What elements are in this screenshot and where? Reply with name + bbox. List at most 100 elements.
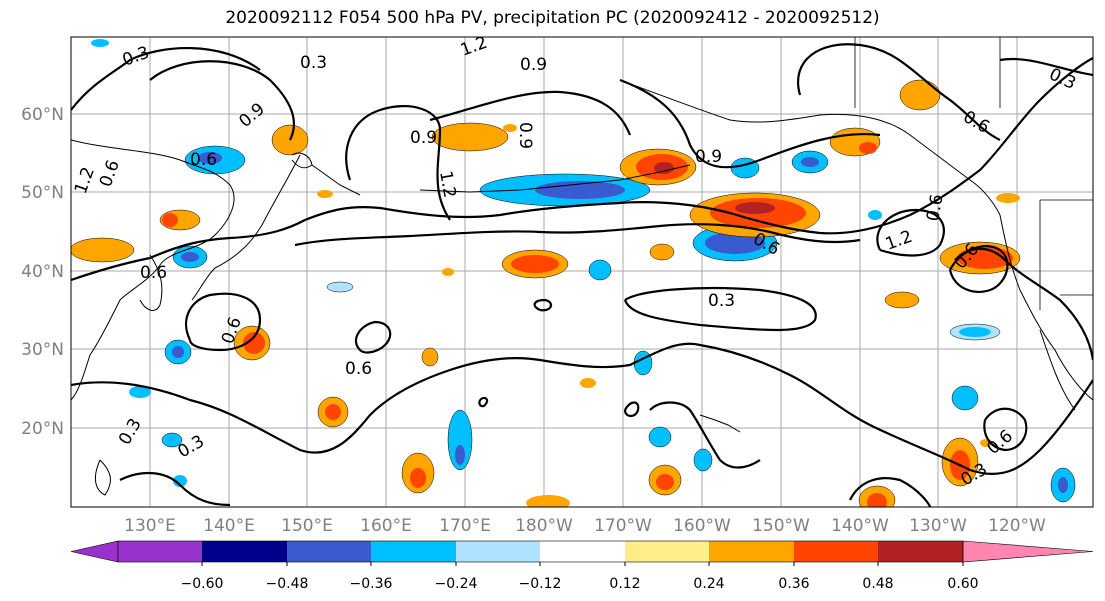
colorbar-tick-label: −0.48 <box>266 576 309 592</box>
colorbar-tick-label: −0.12 <box>519 576 562 592</box>
precip-blob <box>431 122 509 152</box>
contour-label: 0.3 <box>708 291 735 311</box>
contour-label: 0.3 <box>300 53 327 73</box>
lon-label: 180°W <box>515 516 573 536</box>
precip-blob <box>410 468 426 488</box>
colorbar-swatch <box>625 541 709 562</box>
coastline-hawaii <box>699 414 741 433</box>
precip-blob <box>693 448 713 472</box>
precip-blob <box>996 193 1020 203</box>
lat-label: 20°N <box>21 419 64 439</box>
pv-contour <box>623 286 817 332</box>
precip-blob <box>442 268 454 276</box>
contour-label: 0.9 <box>410 128 437 148</box>
plot-frame <box>70 36 1094 508</box>
pv-contour <box>849 477 932 507</box>
precip-blob <box>1058 477 1068 493</box>
precip-blob <box>503 124 517 132</box>
pv-contour <box>119 471 231 507</box>
colorbar-swatch <box>540 541 625 562</box>
lat-label: 40°N <box>21 262 64 282</box>
lat-label: 50°N <box>21 183 64 203</box>
precip-blob <box>326 281 354 293</box>
pv-contour <box>71 342 1093 475</box>
precip-blob <box>181 252 199 262</box>
precip-blob <box>588 259 612 281</box>
colorbar-swatch <box>878 541 963 562</box>
colorbar-swatch <box>709 541 794 562</box>
contour-label: 0.9 <box>515 122 535 149</box>
precip-blob <box>801 157 819 167</box>
pv-contour <box>149 60 295 141</box>
map-title: 2020092112 F054 500 hPa PV, precipitatio… <box>225 8 880 28</box>
colorbar-swatch <box>371 541 456 562</box>
precip-blob <box>899 79 941 111</box>
precipitation-shading <box>71 39 1076 507</box>
contour-label: 0.6 <box>345 359 372 379</box>
pv-contour <box>354 320 392 354</box>
colorbar-tick-label: 0.36 <box>778 576 809 592</box>
colorbar-tick-label: 0.60 <box>947 576 978 592</box>
precip-blob <box>511 255 559 273</box>
longitude-labels: 130°E 140°E 150°E 160°E 170°E 180°W 170°W 160°W… <box>124 516 1046 536</box>
coastline-baja <box>1039 329 1076 411</box>
lon-label: 140°E <box>203 516 255 536</box>
contour-label: 0.9 <box>520 55 547 75</box>
plot-area <box>71 37 1093 507</box>
precip-blob <box>421 347 439 367</box>
colorbar-swatch <box>287 541 371 562</box>
contour-label: 1.2 <box>435 169 459 199</box>
precip-blob <box>173 475 187 487</box>
pv-contour <box>797 43 1001 141</box>
colorbar: −0.60 −0.48 −0.36 −0.24 −0.12 0.12 0.24 0.36 0.4… <box>70 540 1094 592</box>
lon-label: 160°E <box>360 516 412 536</box>
coastline-alaska <box>619 79 1001 216</box>
pv-contour <box>71 57 1093 282</box>
coastline-asia <box>71 139 235 401</box>
lon-label: 170°E <box>439 516 491 536</box>
pv-contour <box>294 223 861 247</box>
precip-blob <box>325 404 341 420</box>
pv-contour <box>429 90 632 136</box>
latitude-labels: 60°N 50°N 40°N 30°N 20°N <box>21 105 64 439</box>
pv-contours <box>71 43 1093 507</box>
precip-blob <box>447 409 473 471</box>
colorbar-tick-label: −0.36 <box>350 576 393 592</box>
precip-blob <box>162 213 178 227</box>
contour-label: 0.9 <box>695 147 722 167</box>
precip-blob <box>649 243 675 261</box>
contour-label: 0.6 <box>923 193 947 223</box>
coastline-japan <box>191 154 301 301</box>
coastline-aleutian <box>419 164 691 193</box>
lat-label: 30°N <box>21 340 64 360</box>
precip-blob <box>957 247 1013 269</box>
lat-label: 60°N <box>21 105 64 125</box>
coastline-philippines <box>94 459 111 496</box>
lon-label: 140°W <box>831 516 889 536</box>
pv-contour <box>533 298 553 312</box>
contour-label: 0.6 <box>190 150 217 170</box>
colorbar-tick-label: 0.24 <box>693 576 724 592</box>
precip-blob <box>705 232 765 254</box>
pv-contour <box>954 247 1093 361</box>
pv-contour <box>623 401 640 418</box>
coastline-korea <box>139 254 163 311</box>
lon-label: 130°W <box>909 516 967 536</box>
precip-blob <box>455 445 465 465</box>
pv-contour <box>649 401 761 469</box>
precip-blob <box>580 378 596 388</box>
pv-contour <box>619 78 881 169</box>
precip-blob <box>648 426 672 448</box>
precip-blob <box>129 386 151 398</box>
precip-blob <box>91 39 109 47</box>
pv-contour <box>185 292 262 352</box>
pv-contour <box>478 396 489 408</box>
colorbar-swatch <box>794 541 878 562</box>
lon-label: 150°E <box>281 516 333 536</box>
precip-blob <box>656 474 674 490</box>
precip-blob <box>526 495 570 507</box>
precip-blob <box>198 152 222 164</box>
colorbar-swatch <box>118 541 202 562</box>
pv-contour <box>876 208 945 257</box>
